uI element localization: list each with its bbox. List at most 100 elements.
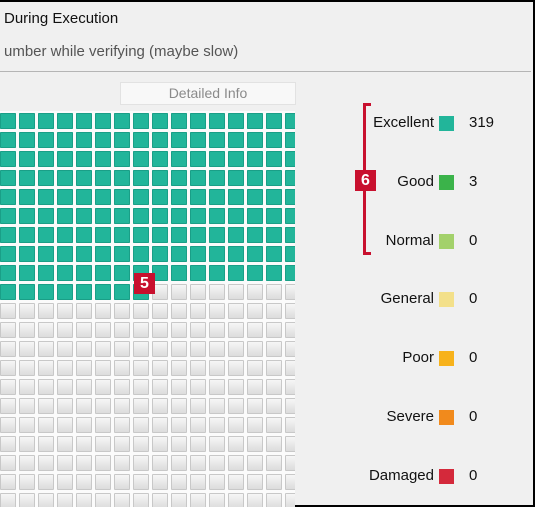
block-cell-used — [38, 246, 54, 262]
block-cell-used — [57, 284, 73, 300]
block-cell-used — [209, 265, 225, 281]
block-cell-unchecked — [133, 455, 149, 471]
block-cell-used — [19, 170, 35, 186]
block-cell-unchecked — [190, 379, 206, 395]
block-cell-used — [57, 246, 73, 262]
detailed-info-button[interactable]: Detailed Info — [120, 82, 296, 105]
block-cell-used — [19, 113, 35, 129]
divider — [0, 71, 531, 72]
block-cell-unchecked — [190, 474, 206, 490]
block-cell-unchecked — [95, 379, 111, 395]
block-cell-unchecked — [152, 303, 168, 319]
block-cell-used — [247, 151, 263, 167]
block-cell-unchecked — [38, 436, 54, 452]
block-cell-used — [171, 151, 187, 167]
block-cell-unchecked — [38, 341, 54, 357]
block-cell-unchecked — [285, 436, 295, 452]
block-cell-used — [247, 246, 263, 262]
block-cell-unchecked — [228, 398, 244, 414]
block-cell-unchecked — [57, 360, 73, 376]
block-cell-unchecked — [171, 303, 187, 319]
block-cell-used — [209, 227, 225, 243]
legend-row-damaged: Damaged 0 — [340, 466, 500, 486]
block-cell-unchecked — [247, 398, 263, 414]
block-cell-used — [76, 132, 92, 148]
legend-swatch — [439, 469, 454, 484]
block-cell-used — [247, 265, 263, 281]
block-cell-used — [190, 208, 206, 224]
block-cell-used — [285, 113, 295, 129]
block-cell-used — [190, 151, 206, 167]
block-cell-used — [209, 113, 225, 129]
block-cell-used — [228, 113, 244, 129]
block-cell-used — [76, 265, 92, 281]
block-cell-unchecked — [152, 360, 168, 376]
block-cell-used — [19, 151, 35, 167]
block-cell-used — [228, 151, 244, 167]
block-cell-unchecked — [266, 417, 282, 433]
block-cell-unchecked — [38, 493, 54, 507]
block-cell-unchecked — [152, 341, 168, 357]
block-cell-used — [266, 189, 282, 205]
block-cell-used — [0, 246, 16, 262]
block-cell-unchecked — [95, 417, 111, 433]
block-cell-used — [228, 189, 244, 205]
block-cell-used — [171, 227, 187, 243]
block-cell-unchecked — [0, 303, 16, 319]
block-cell-unchecked — [0, 417, 16, 433]
block-cell-unchecked — [247, 474, 263, 490]
block-cell-used — [247, 208, 263, 224]
block-cell-unchecked — [133, 474, 149, 490]
block-cell-unchecked — [57, 398, 73, 414]
verify-option-label[interactable]: umber while verifying (maybe slow) — [4, 43, 239, 60]
block-cell-used — [171, 208, 187, 224]
block-cell-used — [152, 113, 168, 129]
block-cell-used — [152, 227, 168, 243]
block-cell-unchecked — [247, 493, 263, 507]
legend-label: General — [380, 290, 434, 307]
legend-count: 0 — [469, 408, 478, 425]
block-cell-unchecked — [266, 322, 282, 338]
block-cell-used — [266, 227, 282, 243]
block-cell-unchecked — [266, 493, 282, 507]
block-cell-unchecked — [19, 303, 35, 319]
block-cell-unchecked — [76, 493, 92, 507]
block-cell-used — [0, 265, 16, 281]
block-cell-used — [152, 246, 168, 262]
callout-badge-6: 6 — [355, 170, 376, 191]
block-cell-unchecked — [133, 417, 149, 433]
block-cell-unchecked — [57, 341, 73, 357]
block-cell-used — [285, 208, 295, 224]
block-cell-unchecked — [76, 379, 92, 395]
block-cell-used — [114, 208, 130, 224]
legend-row-severe: Severe 0 — [340, 407, 500, 427]
block-cell-unchecked — [38, 474, 54, 490]
block-cell-unchecked — [57, 379, 73, 395]
block-cell-unchecked — [228, 360, 244, 376]
block-cell-unchecked — [190, 303, 206, 319]
block-cell-unchecked — [266, 284, 282, 300]
block-cell-unchecked — [247, 303, 263, 319]
block-cell-used — [266, 208, 282, 224]
block-cell-unchecked — [114, 322, 130, 338]
legend-count: 0 — [469, 467, 478, 484]
block-cell-used — [133, 246, 149, 262]
block-cell-unchecked — [190, 455, 206, 471]
block-map-grid — [0, 113, 295, 507]
block-cell-used — [247, 113, 263, 129]
block-cell-unchecked — [133, 360, 149, 376]
legend-label: Good — [397, 173, 434, 190]
callout-badge-5: 5 — [134, 273, 155, 294]
block-cell-unchecked — [285, 398, 295, 414]
block-cell-unchecked — [0, 322, 16, 338]
block-cell-unchecked — [38, 398, 54, 414]
block-cell-used — [171, 132, 187, 148]
block-cell-used — [228, 170, 244, 186]
block-cell-unchecked — [95, 341, 111, 357]
block-cell-used — [19, 189, 35, 205]
block-cell-used — [95, 151, 111, 167]
block-cell-used — [247, 132, 263, 148]
block-cell-unchecked — [95, 455, 111, 471]
block-cell-used — [209, 151, 225, 167]
block-cell-used — [190, 227, 206, 243]
